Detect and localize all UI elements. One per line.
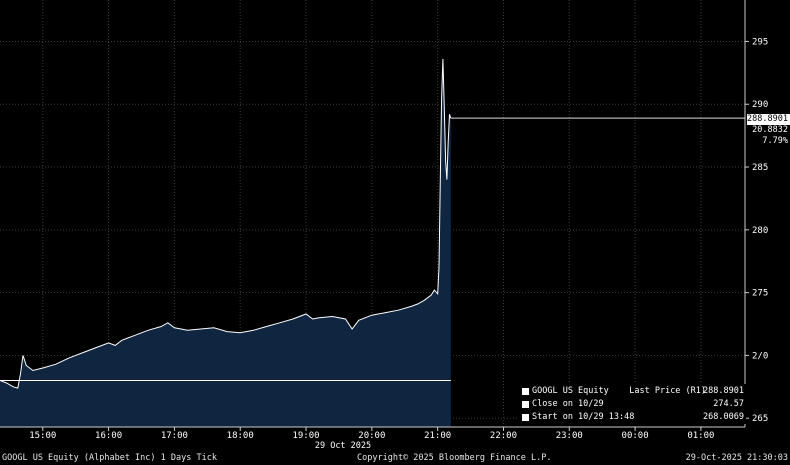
y-tick-label: 295 [752,37,768,47]
x-axis-label: 29 Oct 2025 [315,441,371,451]
x-tick-label: 22:00 [490,431,517,441]
x-tick-label: 17:00 [161,431,188,441]
y-tick-label: 2/0 [752,351,768,361]
x-tick-label: 00:00 [622,431,649,441]
y-tick-label: 290 [752,100,768,110]
x-tick-label: 15:00 [29,431,56,441]
legend-swatch [522,388,529,395]
footer-timestamp: 29-Oct-2025 21:30:03 [685,453,788,463]
x-tick-label: 01:00 [687,431,714,441]
last-price-label: 288.8901 [747,114,790,125]
series-line [0,58,452,389]
y-tick-label: 275 [752,289,768,299]
y-tick-label: 280 [752,226,768,236]
price-change-pct-label: 7.79% [762,136,788,146]
footer-title: GOOGL US Equity (Alphabet Inc) 1 Days Ti… [2,453,217,463]
legend-series-name: Close on 10/29 [532,399,604,409]
chart-footer: GOOGL US Equity (Alphabet Inc) 1 Days Ti… [0,451,790,465]
legend-series-name: GOOGL US Equity [532,386,609,396]
legend-item-close: Close on 10/29 274.57 [518,398,746,411]
last-price-box: 288.8901 20.8832 7.79% [747,114,790,150]
price-change-label: 20.8832 [752,125,788,135]
footer-copyright: Copyright© 2025 Bloomberg Finance L.P. [357,453,552,463]
x-tick-label: 16:00 [95,431,122,441]
x-tick-label: 21:00 [424,431,451,441]
legend-item-last-price: GOOGL US Equity Last Price (R1) 288.8901 [518,385,746,398]
x-tick-label: 19:00 [292,431,319,441]
x-tick-label: 23:00 [556,431,583,441]
legend-series-label: Last Price (R1) [629,386,707,396]
legend-swatch [522,401,529,408]
x-tick-label: 18:00 [227,431,254,441]
legend-series-value: 274.57 [713,399,744,409]
legend-item-start: Start on 10/29 13:48 268.0069 [518,411,746,424]
legend-series-value: 288.8901 [703,386,744,396]
y-tick-label: 285 [752,163,768,173]
x-tick-label: 20:00 [358,431,385,441]
legend-series-name: Start on 10/29 13:48 [532,412,635,422]
y-tick-label: 265 [752,414,768,424]
price-chart: 265 2/0 275 280 285 290 295 15:00 16:00 17:00 18:0… [0,0,768,451]
chart-legend: GOOGL US Equity Last Price (R1) 288.8901… [518,384,746,424]
legend-swatch [522,414,529,421]
series-area [0,59,451,427]
legend-series-value: 268.0069 [703,412,744,422]
